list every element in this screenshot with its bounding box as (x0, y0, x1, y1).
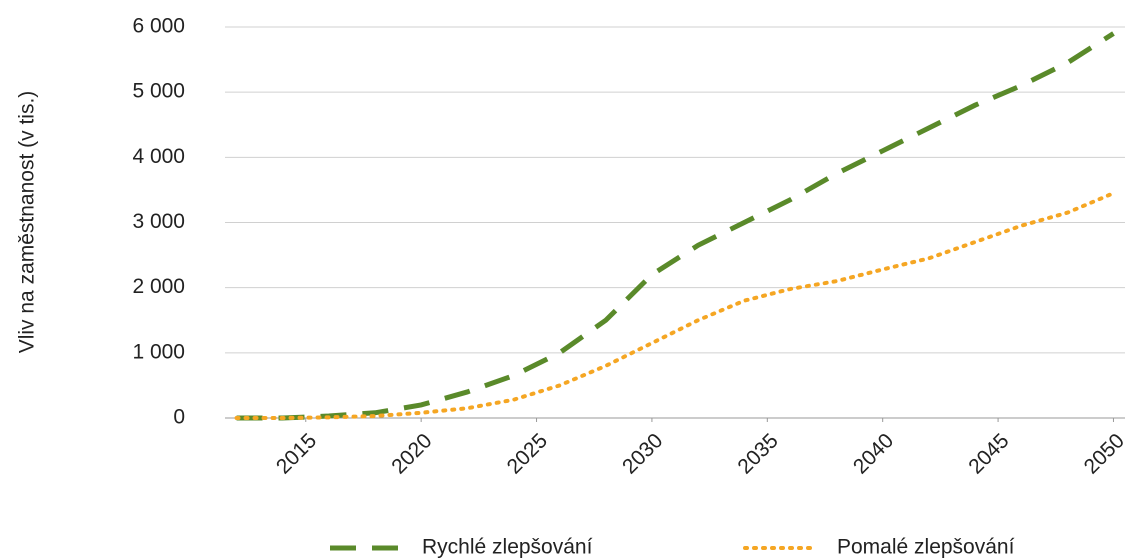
y-axis-title: Vliv na zaměstnanost (v tis.) (16, 91, 39, 354)
x-tick-label: 2020 (387, 429, 436, 478)
y-tick-label: 4 000 (132, 145, 185, 168)
y-tick-label: 1 000 (132, 340, 185, 363)
y-tick-label: 5 000 (132, 80, 185, 103)
x-tick-label: 2040 (849, 429, 898, 478)
line-series (236, 31, 1115, 421)
x-tick-label: 2030 (618, 429, 667, 478)
legend-label: Rychlé zlepšování (422, 536, 593, 559)
line-series (234, 191, 1116, 420)
y-tick-label: 2 000 (132, 275, 185, 298)
x-tick-label: 2015 (272, 429, 321, 478)
x-tick-label: 2045 (964, 429, 1013, 478)
x-tick-label: 2035 (733, 429, 782, 478)
x-tick-label: 2025 (503, 429, 552, 478)
y-tick-label: 6 000 (132, 15, 185, 38)
legend-label: Pomalé zlepšování (837, 536, 1015, 559)
y-tick-label: 3 000 (132, 210, 185, 233)
y-tick-label: 0 (173, 406, 185, 429)
x-tick-label: 2050 (1080, 429, 1129, 478)
